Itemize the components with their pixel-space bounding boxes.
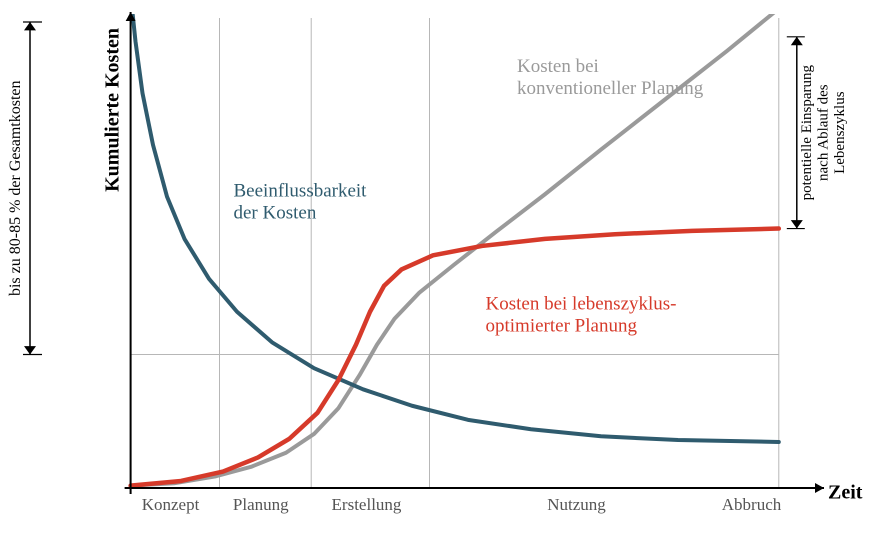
lifecycle-cost-chart: Konzept Planung Erstellung Nutzung Abbruch Ze… [0,0,872,546]
svg-text:Kumulierte Kosten: Kumulierte Kosten [102,28,124,192]
svg-text:Beeinflussbarkeit: Beeinflussbarkeit [234,181,368,202]
svg-text:Zeit: Zeit [828,482,863,504]
svg-text:Nutzung: Nutzung [547,495,606,514]
svg-text:Kosten bei lebenszyklus-: Kosten bei lebenszyklus- [486,293,677,314]
svg-text:Erstellung: Erstellung [332,495,402,514]
svg-text:Lebenszyklus: Lebenszyklus [832,91,848,174]
svg-text:potentielle Einsparung: potentielle Einsparung [799,64,815,200]
svg-text:Konzept: Konzept [142,495,200,514]
svg-text:bis zu 80-85 % der Gesamtkoste: bis zu 80-85 % der Gesamtkosten [7,81,24,297]
svg-text:Kosten bei: Kosten bei [517,56,599,77]
svg-text:optimierter Planung: optimierter Planung [486,315,638,336]
svg-text:nach Ablauf des: nach Ablauf des [815,84,831,181]
svg-text:konventioneller Planung: konventioneller Planung [517,78,704,99]
svg-text:Planung: Planung [233,495,289,514]
svg-text:der Kosten: der Kosten [234,202,317,223]
svg-text:Abbruch: Abbruch [722,495,782,514]
